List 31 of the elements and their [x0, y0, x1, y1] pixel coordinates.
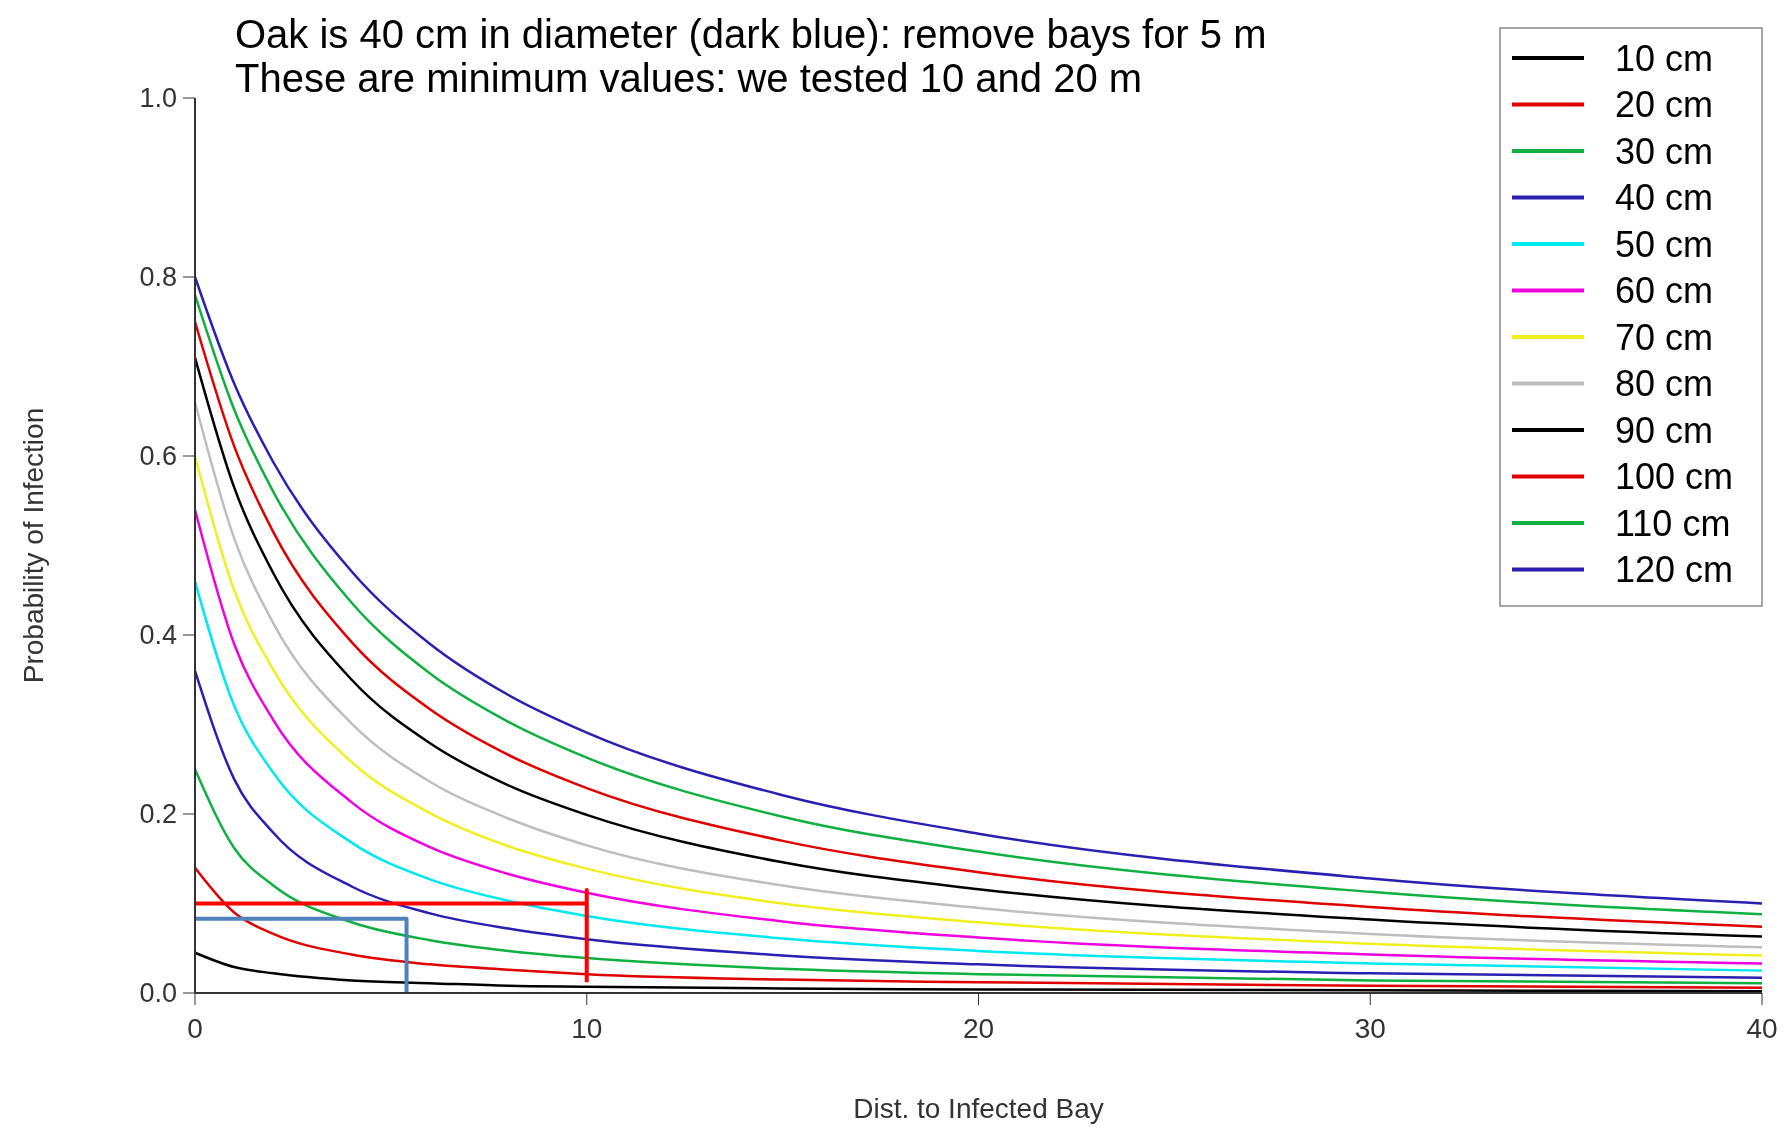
legend-label: 40 cm — [1615, 177, 1714, 219]
y-axis-title: Probability of Infection — [18, 407, 49, 684]
legend-label: 90 cm — [1615, 409, 1714, 451]
y-tick-label: 0.8 — [139, 262, 177, 293]
y-tick-label: 0.2 — [139, 799, 177, 830]
y-tick-label: 1.0 — [139, 83, 177, 114]
y-tick-label: 0.6 — [139, 441, 177, 472]
y-tick-label: 0.0 — [139, 978, 177, 1009]
x-tick-label: 10 — [571, 1013, 603, 1044]
line-series — [193, 866, 1764, 989]
x-tick-label: 20 — [962, 1013, 995, 1044]
legend-label: 80 cm — [1615, 363, 1714, 405]
line-series — [193, 768, 1764, 985]
legend-label: 70 cm — [1615, 316, 1714, 358]
x-tick-label: 30 — [1354, 1013, 1386, 1044]
legend-label: 30 cm — [1615, 130, 1714, 172]
legend-label: 60 cm — [1615, 270, 1714, 312]
legend-label: 110 cm — [1615, 502, 1731, 544]
legend-label: 10 cm — [1615, 37, 1714, 79]
annotation: These are minimum values: we tested 10 and 20 m — [235, 56, 1143, 100]
legend-label: 120 cm — [1615, 549, 1734, 591]
legend-label: 50 cm — [1615, 223, 1714, 265]
legend-label: 100 cm — [1615, 456, 1734, 498]
y-tick-label: 0.4 — [139, 620, 177, 651]
line-series — [193, 669, 1764, 980]
x-tick-label: 0 — [187, 1013, 203, 1044]
x-tick-label: 40 — [1746, 1013, 1778, 1044]
text: Oak is 40 cm in diameter (dark blue): remove bays for 5 m — [235, 12, 1267, 56]
x-axis-title: Dist. to Infected Bay — [853, 1093, 1104, 1124]
line-series — [193, 580, 1764, 972]
legend-label: 20 cm — [1615, 84, 1714, 126]
